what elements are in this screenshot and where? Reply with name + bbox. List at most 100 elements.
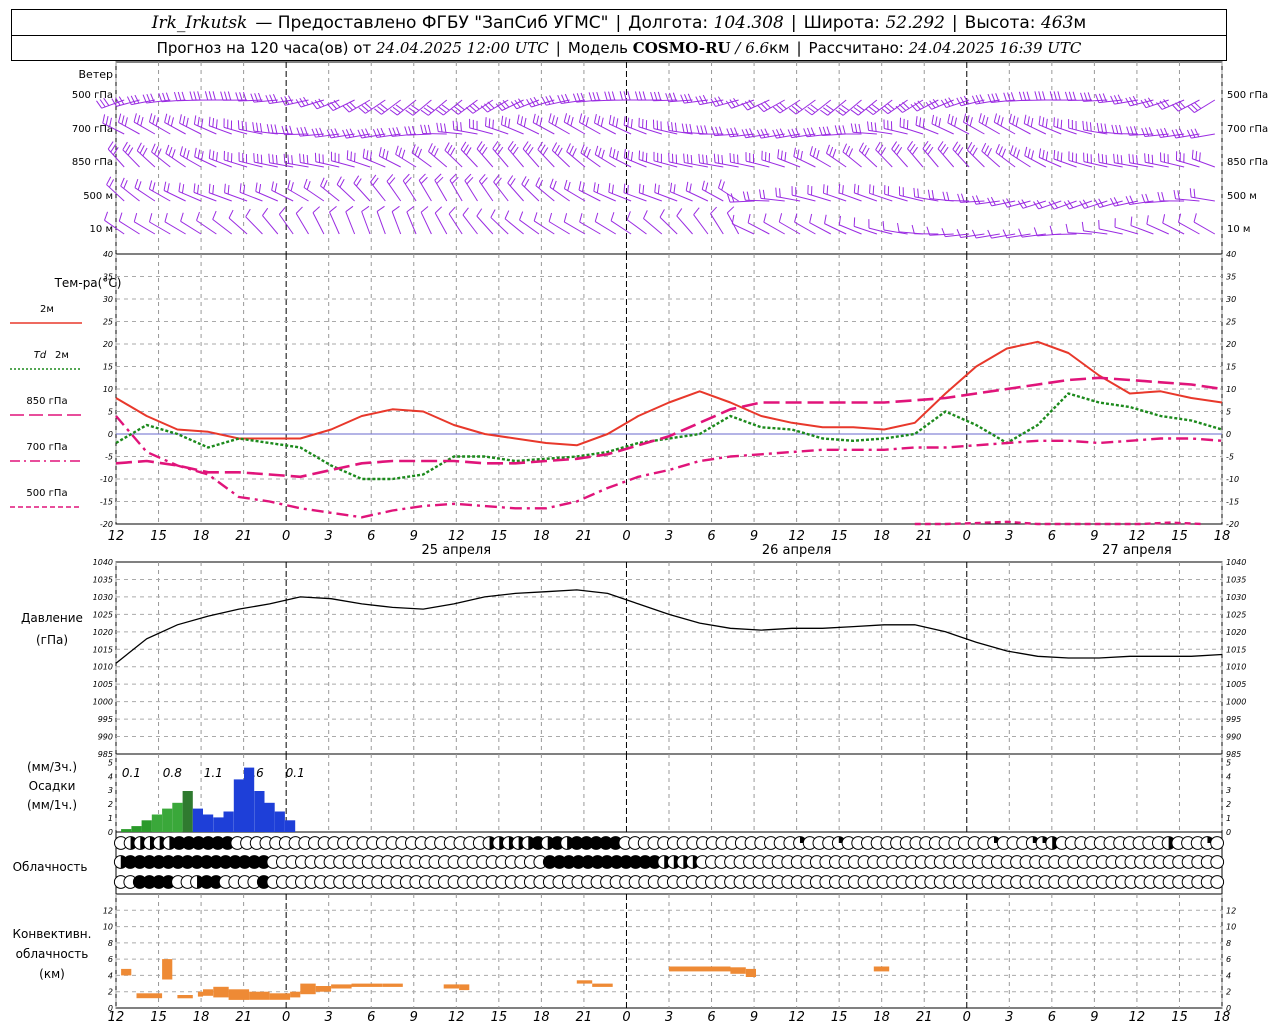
wind-barb-shaft [269,132,294,135]
wind-barb-feather [995,143,1000,153]
wind-barb-feather [193,91,197,101]
wind-barb-feather [326,129,332,139]
wind-barb-shaft [899,194,924,202]
wind-barb-shaft [937,148,955,168]
wind-barb-feather [420,124,424,134]
wind-barb-feather [457,103,465,111]
wind-barb-feather [896,147,903,156]
wind-barb-feather [932,98,940,107]
wind-barb-feather [669,182,673,192]
wind-barb-feather [1060,119,1063,129]
wind-barb-feather [208,149,211,159]
x-tick-label: 9 [750,529,758,544]
wind-barb-feather [714,97,720,106]
wind-barb-feather [838,125,842,135]
wind-barb-feather [1030,117,1034,127]
wind-barb-feather [469,104,477,112]
wind-barb-shaft [653,128,678,135]
wind-barb-feather [856,104,865,111]
wind-barb-shaft [747,99,770,111]
wind-barb-shaft [792,194,816,202]
wind-barb-feather [972,147,978,156]
wind-barb-feather [858,142,864,151]
wind-barb-shaft [593,190,616,202]
wind-barb-shaft [457,99,478,115]
wind-barb-shaft [809,154,832,168]
wind-barb-feather [1079,200,1085,209]
wind-barb-feather [954,117,958,127]
wind-barb-shaft [1053,125,1077,135]
wind-barb-feather [212,185,215,195]
wind-barb-feather [148,180,153,190]
wind-barb-feather [204,91,209,101]
x-tick-label: 3 [665,529,673,544]
wind-barb-feather [957,193,961,203]
wind-barb-feather [1140,99,1147,108]
wind-barb-feather [717,179,722,189]
wind-barb-feather [353,175,360,184]
wind-barb-shaft [823,192,847,202]
wind-barb-shaft [623,192,647,202]
wind-barb-shaft [490,217,509,235]
x-tick-label: 12 [788,1010,805,1024]
wind-barb-feather [1101,154,1104,164]
convective-cloud-bar [290,991,301,998]
wind-barb-shaft [763,221,785,235]
wind-barb-shaft [946,99,970,109]
wind-barb-feather [395,104,404,111]
pressure_panel-y-tick-right: 1040 [1226,558,1246,567]
wind-barb-feather [925,101,932,110]
wind-barb-feather [1109,197,1116,207]
wind-barb-feather [136,142,142,151]
wind-barb-shaft [1068,127,1093,135]
wind-barb-feather [109,117,112,127]
pressure_panel-y-tick-left: 1025 [93,610,113,619]
wind-barb-feather [1126,126,1130,136]
wind-barb-feather [824,214,827,224]
wind-barb-feather [557,95,562,104]
x-tick-label: 15 [1171,529,1188,544]
wind-barb-feather [296,127,301,137]
wind-barb-feather [1022,91,1027,101]
temperature_panel-y-tick-left: 40 [103,250,113,259]
wind-barb-feather [312,206,321,213]
wind-barb-feather [763,213,767,223]
wind-barb-feather [165,144,170,154]
wind-barb-shaft [857,99,878,116]
wind-barb-shaft [806,133,831,138]
temperature_panel-y-tick-left: 5 [108,408,113,417]
wind-barb-shaft [1177,99,1200,112]
wind-barb-feather [588,92,593,102]
wind-barb-feather [120,177,125,187]
wind-barb-feather [578,181,582,191]
wind-barb-shaft [180,220,202,235]
wind-barb-feather [919,117,922,127]
wind-barb-feather [659,209,665,218]
wind-barb-feather [529,97,536,107]
wind-barb-feather [1100,123,1104,133]
precip-bar [121,829,132,832]
wind-barb-feather [756,129,762,139]
wind-barb-feather [291,155,293,165]
wind-barb-feather [434,206,443,214]
wind-barb-feather [551,115,555,125]
wind-barb-shaft [684,162,709,168]
wind-barb-feather [627,150,630,160]
wind-barb-shaft [907,148,924,168]
wind-barb-feather [434,173,442,181]
wind-barb-feather [1125,97,1131,107]
precip-bar [151,814,162,832]
precip-bar [182,791,193,832]
wind-barb-shaft [102,122,125,135]
wind-barb-feather [266,124,270,134]
wind-barb-shaft [521,183,540,202]
wind-barb-feather [122,141,128,151]
wind-barb-shaft [952,148,970,168]
wind-barb-feather [1053,117,1055,127]
wind-barb-feather [428,143,433,152]
wind-barb-shaft [443,99,463,116]
wind-barb-shaft [299,133,324,137]
convective-cloud-bar [203,989,214,996]
wind-barb-feather [730,193,735,203]
wind-barb-shaft [960,200,985,203]
